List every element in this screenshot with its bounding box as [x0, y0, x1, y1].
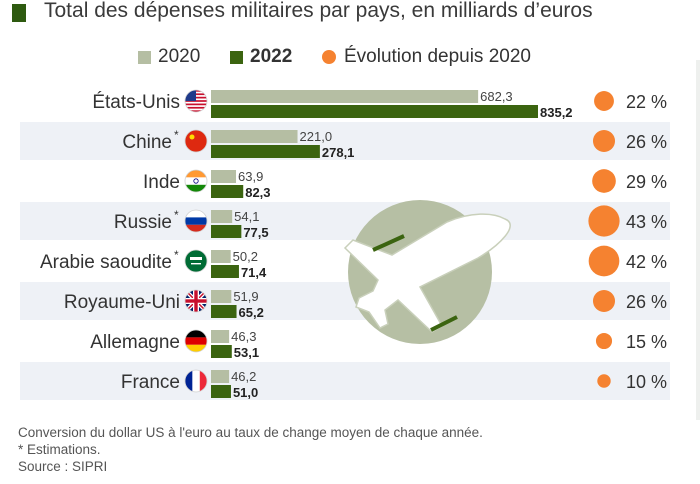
value-label-2022: 53,1: [234, 345, 259, 360]
flag-sa-icon: [184, 249, 208, 273]
bar-2022: [211, 345, 232, 358]
footer-source: Source : SIPRI: [18, 459, 108, 474]
legend-swatch-2022: [230, 51, 243, 64]
value-label-2020: 54,1: [234, 209, 259, 224]
value-label-2022: 82,3: [245, 185, 270, 200]
category-label: Royaume-Uni: [64, 292, 180, 313]
jet-emblem: [343, 200, 511, 344]
evolution-dot: [592, 169, 616, 193]
value-label-2022: 65,2: [239, 305, 264, 320]
evolution-label: 10 %: [626, 372, 667, 392]
category-label: États-Unis: [92, 92, 180, 113]
estimate-asterisk: *: [174, 248, 179, 262]
bar-2020: [211, 170, 237, 183]
page-scrollbar-strip: [696, 60, 700, 420]
category-label: France: [121, 372, 180, 393]
estimate-asterisk: *: [174, 128, 179, 142]
title-marker: [12, 4, 26, 22]
footer: Conversion du dollar US à l'euro au taux…: [18, 424, 483, 475]
evolution-label: 26 %: [626, 132, 667, 152]
fighter-jet-icon: [343, 213, 511, 333]
flag-gb-icon: [184, 289, 208, 313]
bar-2020: [211, 90, 479, 103]
legend-dot-evolution: [322, 50, 336, 64]
bar-2020: [211, 210, 233, 223]
evolution-label: 42 %: [626, 252, 667, 272]
value-label-2020: 46,3: [231, 329, 256, 344]
category-label: Chine: [122, 132, 172, 153]
value-label-2022: 51,0: [233, 385, 258, 400]
bar-2020: [211, 370, 230, 383]
flag-fr-icon: [184, 369, 208, 393]
evolution-dot: [588, 205, 620, 237]
category-label: Russie: [114, 212, 172, 233]
row-stripe: [20, 122, 670, 160]
flag-ru-icon: [184, 209, 208, 233]
value-label-2022: 71,4: [241, 265, 267, 280]
value-label-2022: 835,2: [540, 105, 573, 120]
evolution-dot: [597, 374, 611, 388]
value-label-2020: 682,3: [480, 89, 513, 104]
bar-2020: [211, 330, 230, 343]
value-label-2020: 51,9: [233, 289, 258, 304]
legend-swatch-2020: [138, 51, 151, 64]
bar-2022: [211, 265, 239, 278]
category-label: Allemagne: [90, 332, 180, 353]
footer-note: Conversion du dollar US à l'euro au taux…: [18, 425, 483, 440]
bar-2020: [211, 130, 298, 143]
value-label-2020: 46,2: [231, 369, 256, 384]
value-label-2022: 77,5: [243, 225, 268, 240]
value-label-2020: 50,2: [233, 249, 258, 264]
flag-de-icon: [184, 329, 208, 353]
evolution-label: 15 %: [626, 332, 667, 352]
evolution-dot: [588, 245, 620, 277]
bar-2022: [211, 385, 231, 398]
footer-estimates: * Estimations.: [18, 442, 101, 457]
evolution-dot: [594, 91, 614, 111]
evolution-label: 43 %: [626, 212, 667, 232]
bar-2022: [211, 225, 242, 238]
row-stripe: [20, 282, 670, 320]
evolution-label: 22 %: [626, 92, 667, 112]
evolution-label: 29 %: [626, 172, 667, 192]
value-label-2020: 221,0: [300, 129, 333, 144]
evolution-dot: [592, 289, 616, 313]
jet-wing-stripe: [372, 234, 405, 252]
bar-2020: [211, 250, 231, 263]
legend: 2020 2022 Évolution depuis 2020: [0, 45, 700, 71]
evolution-dot: [592, 129, 616, 153]
bar-2022: [211, 185, 244, 198]
flag-in-icon: [184, 169, 208, 193]
bar-2020: [211, 290, 232, 303]
flag-cn-icon: [184, 129, 208, 153]
category-label: Arabie saoudite: [40, 252, 172, 273]
legend-label-2022: 2022: [250, 46, 293, 67]
value-label-2022: 278,1: [322, 145, 355, 160]
legend-label-evolution: Évolution depuis 2020: [344, 46, 531, 67]
chart-title: Total des dépenses militaires par pays, …: [44, 0, 593, 22]
bar-2022: [211, 145, 320, 158]
bar-2022: [211, 105, 538, 118]
jet-wing-stripe: [430, 315, 458, 332]
row-stripe: [20, 362, 670, 400]
row-stripe: [20, 202, 670, 240]
evolution-label: 26 %: [626, 292, 667, 312]
legend-label-2020: 2020: [158, 46, 201, 67]
flag-us-icon: [184, 89, 208, 113]
value-label-2020: 63,9: [238, 169, 263, 184]
estimate-asterisk: *: [174, 208, 179, 222]
category-label: Inde: [143, 172, 180, 193]
bar-2022: [211, 305, 237, 318]
evolution-dot: [595, 332, 613, 350]
